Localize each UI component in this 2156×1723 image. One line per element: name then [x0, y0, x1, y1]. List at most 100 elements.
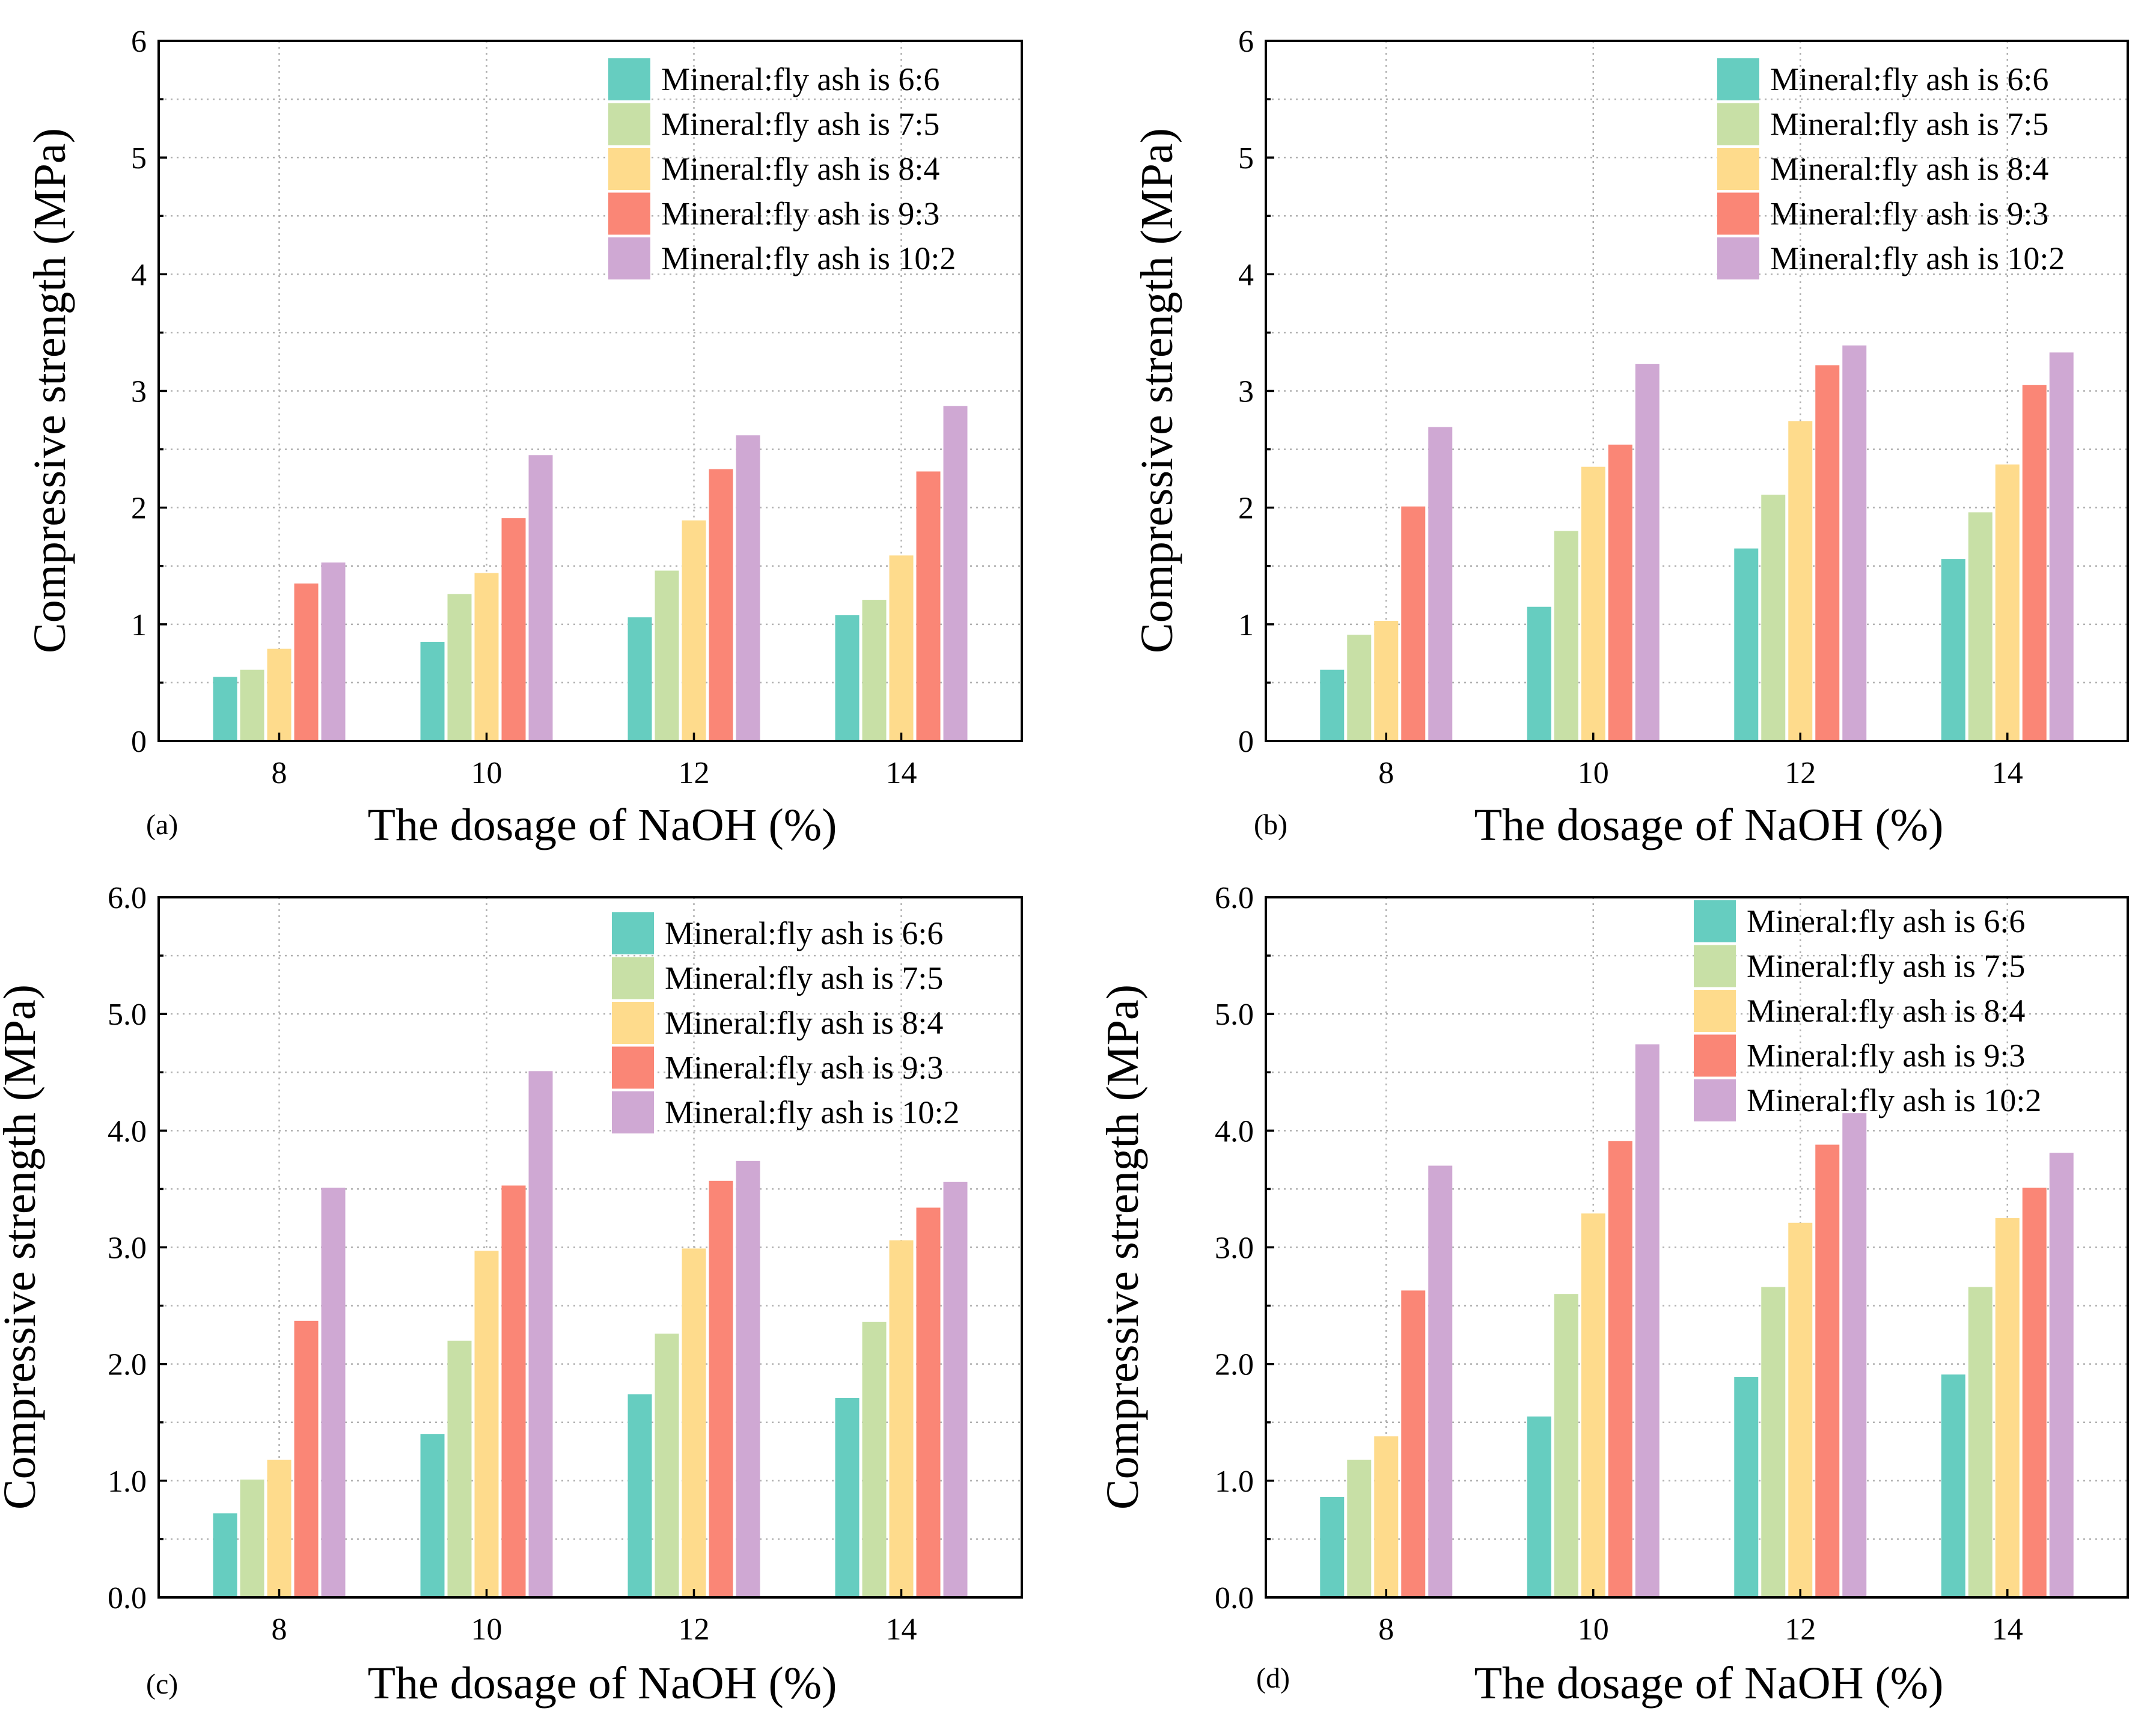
y-tick-label: 0: [131, 725, 147, 759]
x-axis: 8 10 12 14: [272, 1589, 917, 1647]
x-tick-label: 12: [679, 756, 710, 790]
y-tick-label: 2.0: [1215, 1348, 1254, 1382]
y-tick-label: 4.0: [108, 1114, 147, 1148]
legend-swatch: [1717, 192, 1759, 235]
bar-series-4-cat-14: [2022, 1188, 2047, 1597]
legend-swatch: [608, 237, 650, 279]
bar-series-4-cat-8: [1401, 1290, 1426, 1597]
bar-series-5-cat-8: [321, 1188, 346, 1597]
bar-series-2-cat-8: [1347, 635, 1372, 741]
bar-series-2-cat-10: [447, 594, 472, 741]
bars: [1320, 345, 2074, 741]
bar-series-1-cat-12: [1734, 548, 1759, 741]
legend: Mineral:fly ash is 6:6 Mineral:fly ash is…: [1694, 900, 2041, 1121]
y-tick-label: 6: [131, 25, 147, 59]
y-axis-title: Compressive strength (MPa): [25, 128, 75, 653]
legend-swatch: [608, 148, 650, 190]
y-tick-label: 3: [1238, 375, 1254, 409]
bar-series-5-cat-12: [736, 435, 760, 741]
x-axis-title: The dosage of NaOH (%): [1474, 800, 1944, 850]
bar-series-5-cat-14: [943, 406, 968, 741]
x-tick-label: 10: [471, 1612, 502, 1647]
bar-series-3-cat-14: [889, 1240, 914, 1597]
y-axis-title: Compressive strength (MPa): [0, 984, 45, 1510]
legend-swatch: [612, 912, 654, 954]
legend-label: Mineral:fly ash is 9:3: [661, 196, 939, 232]
bar-series-3-cat-14: [1995, 464, 2020, 741]
bar-series-4-cat-14: [916, 471, 941, 741]
bars: [213, 406, 968, 741]
bar-series-5-cat-12: [736, 1160, 760, 1597]
x-tick-label: 12: [1785, 1612, 1816, 1647]
legend-label: Mineral:fly ash is 9:3: [1747, 1038, 2025, 1074]
panel-label: (b): [1254, 809, 1287, 841]
panel-label: (c): [146, 1668, 178, 1700]
legend-label: Mineral:fly ash is 6:6: [661, 61, 939, 97]
y-tick-label: 6: [1238, 25, 1254, 59]
bar-series-1-cat-12: [628, 617, 652, 741]
bars: [213, 1071, 968, 1597]
legend: Mineral:fly ash is 6:6 Mineral:fly ash is…: [608, 58, 956, 279]
legend-swatch: [608, 103, 650, 145]
legend-label: Mineral:fly ash is 10:2: [661, 240, 956, 276]
bar-series-2-cat-8: [240, 1479, 264, 1597]
y-tick-label: 2: [131, 492, 147, 526]
legend-swatch: [608, 58, 650, 100]
y-tick-label: 5: [1238, 141, 1254, 175]
bar-series-5-cat-8: [321, 562, 346, 741]
bar-series-4-cat-10: [501, 518, 526, 741]
bar-series-3-cat-12: [682, 520, 706, 741]
legend-swatch: [1694, 1034, 1736, 1077]
y-tick-label: 2.0: [108, 1348, 147, 1382]
bar-series-5-cat-12: [1842, 345, 1867, 741]
legend-label: Mineral:fly ash is 8:4: [1747, 993, 2025, 1029]
legend-label: Mineral:fly ash is 6:6: [1747, 903, 2025, 939]
y-axis: 0 1 2 3 4 5 6: [131, 25, 167, 759]
y-tick-label: 6.0: [108, 881, 147, 915]
bar-series-1-cat-14: [835, 1397, 860, 1597]
bar-series-5-cat-10: [1635, 364, 1660, 741]
legend-swatch: [612, 1091, 654, 1133]
legend-label: Mineral:fly ash is 10:2: [1770, 240, 2065, 276]
x-axis: 8 10 12 14: [1378, 733, 2023, 790]
bar-series-3-cat-12: [682, 1248, 706, 1597]
y-tick-label: 3: [131, 375, 147, 409]
legend-label: Mineral:fly ash is 8:4: [665, 1005, 943, 1041]
legend-label: Mineral:fly ash is 7:5: [1770, 106, 2048, 142]
bar-series-3-cat-8: [267, 1459, 292, 1597]
chart-panel-c: 0.0 1.0 2.0 3.0 4.0 5.0 6.0 8 10 12 14 Compressive …: [0, 881, 1023, 1709]
bar-series-3-cat-10: [474, 1251, 499, 1597]
x-tick-label: 8: [1378, 1612, 1394, 1647]
x-axis-title: The dosage of NaOH (%): [368, 1658, 837, 1709]
bar-series-5-cat-8: [1428, 427, 1453, 741]
legend-label: Mineral:fly ash is 8:4: [1770, 151, 2048, 187]
bar-series-1-cat-14: [1941, 559, 1965, 741]
bar-series-3-cat-10: [1581, 1213, 1605, 1597]
legend-swatch: [1694, 945, 1736, 987]
x-axis-title: The dosage of NaOH (%): [1474, 1658, 1944, 1709]
legend-swatch: [1717, 103, 1759, 145]
y-axis: 0.0 1.0 2.0 3.0 4.0 5.0 6.0: [108, 881, 167, 1615]
bar-series-1-cat-10: [420, 1434, 445, 1597]
bar-series-2-cat-12: [1761, 1287, 1786, 1597]
bar-series-3-cat-14: [1995, 1218, 2020, 1597]
bar-series-5-cat-10: [528, 455, 553, 741]
y-tick-label: 1.0: [108, 1465, 147, 1499]
bar-series-5-cat-14: [2049, 1153, 2074, 1597]
legend-swatch: [612, 1046, 654, 1089]
bar-series-1-cat-10: [1527, 1417, 1551, 1597]
x-tick-label: 12: [679, 1612, 710, 1647]
bar-series-2-cat-8: [1347, 1459, 1372, 1597]
panel-label: (a): [146, 809, 178, 841]
bar-series-2-cat-14: [1968, 1287, 1993, 1597]
legend-label: Mineral:fly ash is 9:3: [665, 1050, 943, 1086]
y-tick-label: 0.0: [1215, 1581, 1254, 1615]
bar-series-1-cat-8: [213, 1513, 237, 1597]
bar-series-1-cat-8: [1320, 1497, 1345, 1597]
x-tick-label: 10: [471, 756, 502, 790]
x-tick-label: 10: [1578, 1612, 1609, 1647]
bar-series-3-cat-14: [889, 555, 914, 741]
bar-series-3-cat-8: [267, 648, 292, 741]
bar-series-5-cat-10: [1635, 1044, 1660, 1597]
